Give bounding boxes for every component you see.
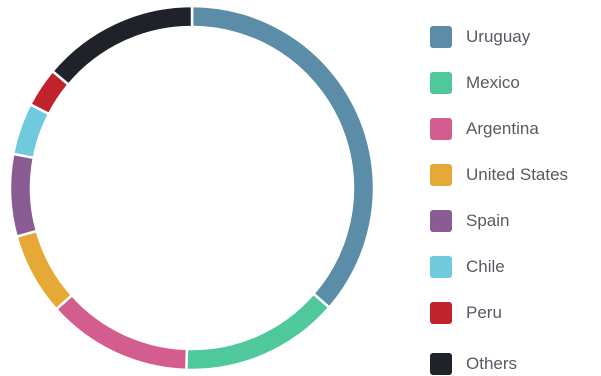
legend-swatch <box>430 72 452 94</box>
legend-swatch <box>430 302 452 324</box>
legend-item-united-states: United States <box>430 162 568 188</box>
legend-label: Uruguay <box>466 27 531 46</box>
legend-label: Chile <box>466 257 505 276</box>
donut-slice-mexico <box>184 291 332 372</box>
chart-legend: Uruguay Mexico Argentina United States Spain… <box>430 0 601 376</box>
legend-item-uruguay: Uruguay <box>430 24 530 50</box>
legend-item-chile: Chile <box>430 254 505 280</box>
legend-item-others: Others <box>430 351 517 376</box>
legend-swatch <box>430 118 452 140</box>
donut-slice-argentina <box>54 293 189 372</box>
legend-swatch <box>430 164 452 186</box>
legend-swatch <box>430 26 452 48</box>
legend-item-peru: Peru <box>430 300 502 326</box>
legend-swatch <box>430 256 452 278</box>
legend-item-spain: Spain <box>430 208 509 234</box>
legend-label: Mexico <box>466 73 520 92</box>
legend-label: Peru <box>466 303 502 322</box>
donut-slice-uruguay <box>190 4 376 310</box>
donut-chart <box>8 4 376 372</box>
legend-label: Argentina <box>466 119 539 138</box>
legend-label: United States <box>466 165 569 184</box>
legend-item-argentina: Argentina <box>430 116 539 142</box>
legend-swatch <box>430 210 452 232</box>
legend-swatch <box>430 353 452 375</box>
donut-slice-others <box>50 4 194 87</box>
legend-label: Spain <box>466 211 510 230</box>
donut-slice-united-states <box>15 229 74 311</box>
legend-item-mexico: Mexico <box>430 70 520 96</box>
legend-label: Others <box>466 354 518 373</box>
donut-slice-spain <box>8 152 39 239</box>
